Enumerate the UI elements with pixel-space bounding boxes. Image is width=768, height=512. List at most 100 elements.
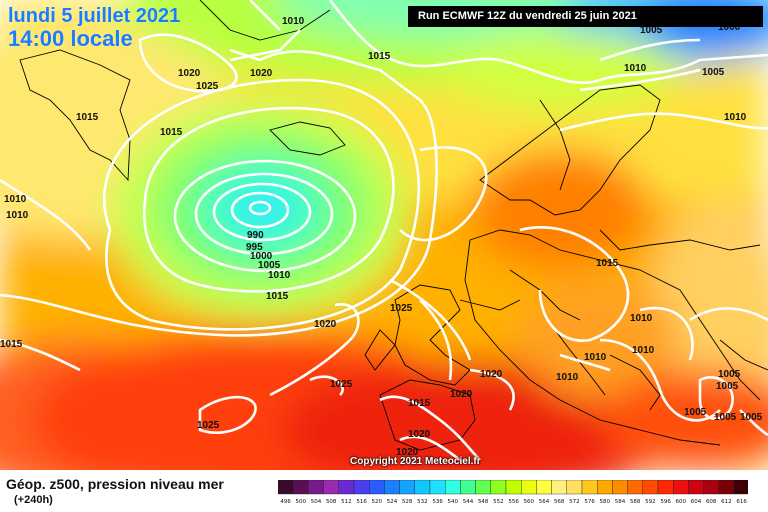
forecast-lead-time: (+240h) [14, 494, 53, 506]
scale-swatch [384, 480, 400, 495]
scale-label: 560 [524, 499, 535, 505]
isobar-label: 1010 [282, 16, 305, 27]
scale-swatch [490, 480, 507, 495]
scale-swatch [718, 480, 735, 495]
isobar-label: 1025 [197, 420, 220, 431]
scale-label: 548 [478, 499, 489, 505]
isobar-label: 1015 [266, 291, 289, 302]
isobar-label: 1010 [624, 63, 647, 74]
scale-swatch [627, 480, 644, 495]
scale-label: 604 [691, 499, 702, 505]
scale-swatch [475, 480, 492, 495]
scale-label: 584 [615, 499, 626, 505]
color-scale: 496 500 504 508 512 516 520 524 528 532 536 540 544 5… [278, 480, 748, 505]
isobar-label: 1025 [196, 81, 219, 92]
scale-label: 528 [402, 499, 413, 505]
isobar-label: 1005 [702, 67, 725, 78]
scale-label: 520 [372, 499, 383, 505]
copyright-text: Copyright 2021 Meteociel.fr [350, 456, 481, 467]
isobar-label: 1025 [390, 303, 413, 314]
scale-label: 524 [387, 499, 398, 505]
scale-swatch [429, 480, 446, 495]
scale-swatch [505, 480, 522, 495]
weather-map: 1010 1015 1020 1025 1020 1015 1015 1010 … [0, 0, 768, 470]
scale-label: 608 [706, 499, 717, 505]
scale-label: 504 [311, 499, 322, 505]
coastlines [19, 0, 768, 451]
scale-label: 516 [356, 499, 367, 505]
isobar-label: 1020 [250, 68, 273, 79]
scale-swatch [353, 480, 370, 495]
scale-swatch [566, 480, 583, 495]
scale-label: 576 [584, 499, 595, 505]
scale-swatch [536, 480, 552, 495]
isobar-label: 1020 [480, 369, 503, 380]
isobar-label: 1010 [632, 345, 655, 356]
scale-swatch [642, 480, 659, 495]
scale-swatch [292, 480, 309, 495]
scale-label: 544 [463, 499, 474, 505]
scale-swatch [368, 480, 385, 495]
forecast-valid-time: lundi 5 juillet 2021 14:00 locale [8, 6, 180, 50]
isobar-label-layer: 1010 1015 1020 1025 1020 1015 1015 1010 … [0, 16, 763, 458]
forecast-date: lundi 5 juillet 2021 [8, 5, 181, 27]
isobar-label: 1020 [450, 389, 473, 400]
isobar-label: 1020 [314, 319, 337, 330]
isobar-label: 1010 [268, 270, 291, 281]
isobar-label: 1000 [718, 22, 741, 33]
scale-swatch [308, 480, 324, 495]
scale-swatch [688, 480, 704, 495]
scale-label: 568 [554, 499, 565, 505]
isobar-label: 1010 [556, 372, 579, 383]
isobar-label: 995 [246, 242, 263, 253]
scale-label: 612 [721, 499, 732, 505]
isobar-label: 1015 [160, 127, 183, 138]
isobar-label: 1005 [258, 260, 281, 271]
scale-swatch [657, 480, 674, 495]
isobar-label: 1005 [718, 369, 741, 380]
scale-label: 592 [645, 499, 656, 505]
scale-label: 556 [508, 499, 519, 505]
scale-label: 596 [660, 499, 671, 505]
model-run-banner: Run ECMWF 12Z du vendredi 25 juin 2021 [408, 6, 763, 27]
isobar-label: 1020 [408, 429, 431, 440]
isobar-label: 1015 [368, 51, 391, 62]
scale-label: 500 [296, 499, 307, 505]
isobar-label: 1005 [640, 25, 663, 36]
isobar-label: 1010 [630, 313, 653, 324]
scale-swatch [612, 480, 628, 495]
scale-swatch [581, 480, 598, 495]
scale-label: 532 [417, 499, 428, 505]
scale-swatch [703, 480, 720, 495]
scale-label: 564 [539, 499, 550, 505]
scale-label: 616 [736, 499, 747, 505]
isobar-label: 990 [247, 230, 264, 241]
isobar-label: 1015 [596, 258, 619, 269]
scale-swatch [597, 480, 613, 495]
scale-swatch [460, 480, 476, 495]
isobar-label: 1015 [0, 339, 23, 350]
scale-label: 600 [676, 499, 687, 505]
scale-label: 580 [600, 499, 611, 505]
scale-label: 588 [630, 499, 641, 505]
scale-swatch [444, 480, 461, 495]
scale-swatch [399, 480, 415, 495]
isobar-label: 1000 [250, 251, 273, 262]
isobar-label: 1005 [716, 381, 739, 392]
isobar-label: 1015 [76, 112, 99, 123]
scale-swatch [323, 480, 339, 495]
geopotential-field [0, 0, 768, 470]
scale-label: 508 [326, 499, 337, 505]
isobar-label: 1020 [396, 447, 419, 458]
isobar-label: 1020 [178, 68, 201, 79]
scale-swatch [733, 480, 748, 495]
scale-label: 540 [448, 499, 459, 505]
map-title: Géop. z500, pression niveau mer [6, 476, 224, 492]
isobar-label: 1005 [740, 412, 763, 423]
isobar-label: 1010 [724, 112, 747, 123]
scale-label: 552 [493, 499, 504, 505]
scale-swatch [520, 480, 537, 495]
scale-swatch [414, 480, 431, 495]
isobar-label: 1010 [6, 210, 29, 221]
isobars [0, 0, 768, 460]
